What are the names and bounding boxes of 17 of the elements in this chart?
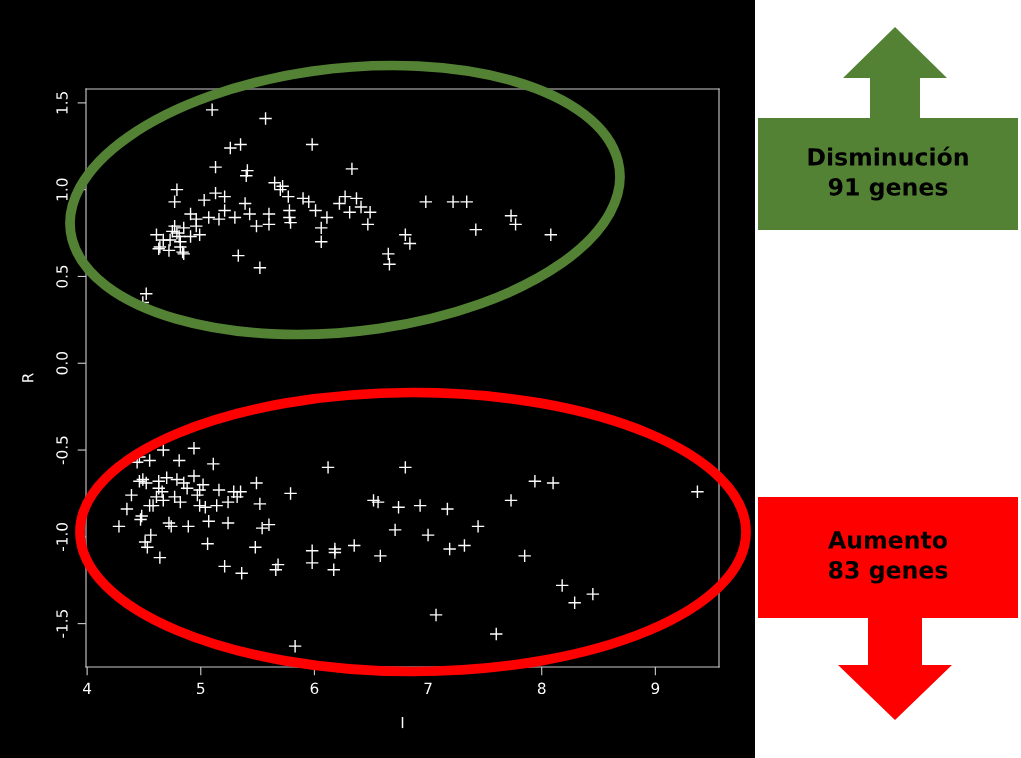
- x-tick-label: 4: [83, 682, 92, 694]
- x-tick-label: 5: [197, 682, 205, 695]
- x-tick-label: 9: [651, 682, 660, 695]
- y-tick-label: -1.5: [56, 610, 68, 638]
- y-tick-label: 0.5: [56, 265, 68, 288]
- x-tick-label: 6: [310, 682, 319, 695]
- y-tick-label: 0.0: [56, 352, 68, 375]
- y-tick-label: -0.5: [56, 436, 68, 465]
- x-tick-label: 8: [537, 682, 546, 695]
- x-axis-title: I: [401, 716, 404, 729]
- text: Disminución 91 genes: [808, 146, 968, 201]
- y-axis-title: R: [22, 373, 34, 382]
- text: Aumento 83 genes: [828, 531, 948, 584]
- x-tick-label: 7: [424, 682, 432, 694]
- y-tick-label: -1.0: [56, 522, 68, 551]
- y-tick-label: 1.0: [56, 178, 68, 201]
- y-tick-label: 1.5: [56, 92, 68, 114]
